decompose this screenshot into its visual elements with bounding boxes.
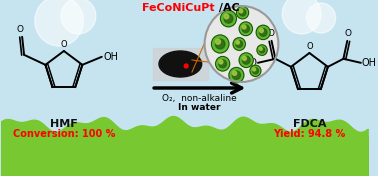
Circle shape [242, 56, 246, 60]
Circle shape [204, 6, 278, 82]
Circle shape [236, 41, 239, 44]
Circle shape [220, 10, 237, 27]
Text: O₂,  non-alkaline: O₂, non-alkaline [163, 94, 237, 103]
Circle shape [239, 53, 253, 67]
Circle shape [233, 38, 245, 50]
Text: Conversion: 100 %: Conversion: 100 % [13, 129, 115, 139]
Circle shape [242, 25, 246, 29]
Circle shape [282, 0, 321, 34]
Circle shape [215, 39, 225, 49]
Circle shape [259, 47, 262, 50]
Circle shape [259, 28, 267, 36]
Text: O: O [60, 40, 67, 49]
Circle shape [256, 25, 270, 40]
Bar [153, 48, 208, 80]
Text: In water: In water [178, 103, 221, 112]
Circle shape [250, 65, 261, 76]
Text: O: O [17, 25, 24, 34]
Circle shape [229, 67, 244, 83]
Text: O: O [267, 29, 274, 38]
Text: FDCA: FDCA [293, 119, 326, 129]
Circle shape [211, 35, 229, 53]
Circle shape [253, 68, 256, 71]
Circle shape [215, 56, 230, 71]
Circle shape [224, 14, 229, 19]
Circle shape [215, 39, 220, 44]
Circle shape [257, 45, 267, 55]
Ellipse shape [159, 51, 202, 77]
Circle shape [259, 29, 263, 33]
Circle shape [236, 40, 243, 48]
Circle shape [61, 0, 96, 34]
Circle shape [259, 47, 265, 53]
Circle shape [35, 0, 83, 46]
Circle shape [219, 60, 223, 64]
Circle shape [224, 14, 233, 23]
Text: OH: OH [362, 58, 377, 68]
Circle shape [239, 9, 246, 16]
Circle shape [237, 6, 249, 19]
Circle shape [242, 56, 250, 64]
Text: /AC: /AC [215, 3, 240, 13]
Circle shape [219, 60, 226, 68]
Circle shape [242, 25, 249, 33]
Circle shape [239, 9, 243, 13]
Circle shape [232, 71, 237, 75]
Text: HMF: HMF [50, 119, 78, 129]
Text: O: O [306, 42, 313, 51]
Circle shape [239, 22, 253, 36]
Circle shape [307, 3, 336, 33]
Text: O: O [345, 29, 352, 38]
Text: HO: HO [242, 58, 257, 68]
Circle shape [232, 71, 240, 79]
Circle shape [253, 68, 259, 74]
Text: OH: OH [104, 52, 119, 62]
Text: FeCoNiCuPt: FeCoNiCuPt [142, 3, 214, 13]
Text: Yield: 94.8 %: Yield: 94.8 % [273, 129, 345, 139]
Circle shape [184, 64, 188, 68]
